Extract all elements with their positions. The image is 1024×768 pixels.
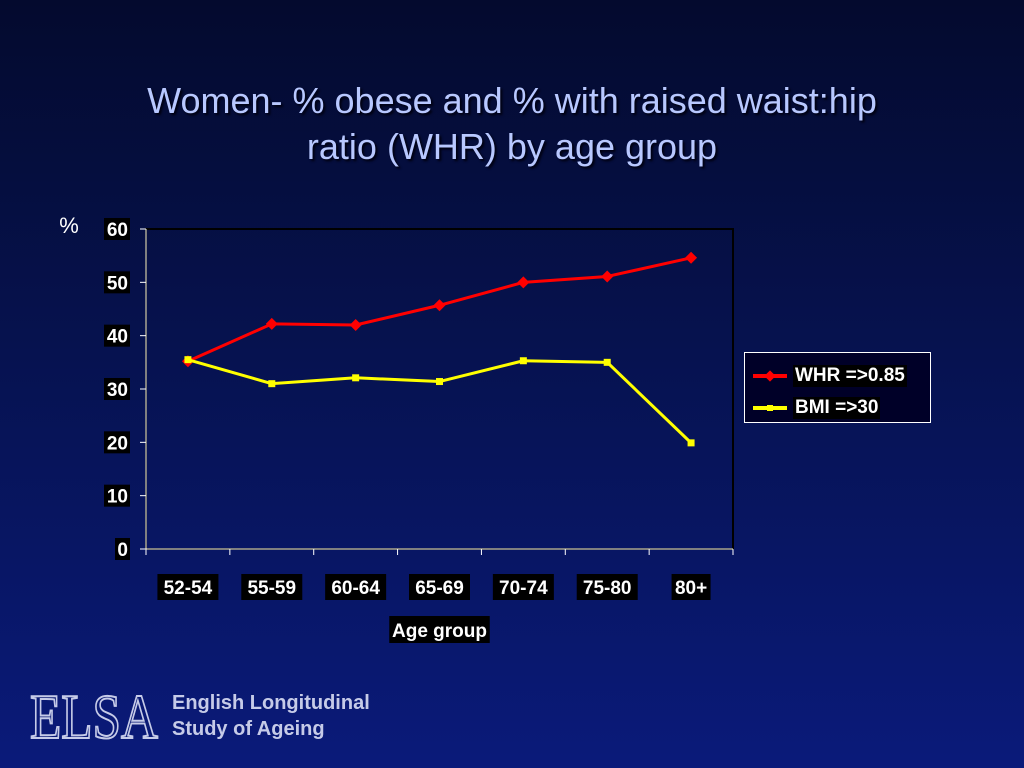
- slide-title-line-1: Women- % obese and % with raised waist:h…: [147, 80, 877, 121]
- legend-label-whr: WHR =>0.85: [793, 365, 907, 387]
- data-point-series-0: [433, 299, 446, 312]
- chart-legend: WHR =>0.85 BMI =>30: [744, 352, 931, 423]
- y-tick-label: 50: [107, 273, 128, 294]
- data-point-series-1: [352, 374, 360, 382]
- elsa-logo-line-1: English Longitudinal: [172, 692, 370, 714]
- y-tick-label-bg: [104, 271, 130, 294]
- y-tick-label-bg: [104, 218, 130, 240]
- slide-title-line-2: ratio (WHR) by age group: [306, 126, 718, 167]
- elsa-logo-line-2: Study of Ageing: [172, 718, 325, 740]
- x-tick-label: 65-69: [415, 578, 464, 599]
- x-tick-label-bg: [241, 574, 303, 600]
- y-axis-title: %: [59, 213, 79, 238]
- x-tick-label-bg: [325, 574, 387, 600]
- plot-area-frame: [145, 228, 734, 550]
- data-point-series-0: [349, 319, 362, 331]
- y-tick-label: 30: [107, 380, 128, 401]
- y-tick-label: 0: [117, 540, 128, 561]
- data-point-series-1: [603, 358, 611, 366]
- elsa-logo-mark: ELSA: [29, 686, 159, 742]
- x-tick-label-bg: [576, 574, 638, 600]
- square-marker-icon: [767, 405, 773, 411]
- legend-swatch-bmi: [753, 405, 787, 411]
- y-tick-label: 40: [107, 327, 128, 348]
- legend-item-whr: WHR =>0.85: [753, 363, 907, 389]
- y-tick-label-bg: [104, 378, 130, 400]
- data-point-series-0: [601, 270, 614, 283]
- legend-item-bmi: BMI =>30: [753, 395, 881, 421]
- data-point-series-0: [517, 276, 530, 289]
- y-tick-label: 60: [107, 220, 128, 241]
- legend-swatch-whr: [753, 370, 787, 382]
- y-tick-label-bg: [115, 538, 130, 560]
- data-point-series-1: [687, 439, 695, 447]
- elsa-logo: ELSA English Longitudinal Study of Agein…: [28, 686, 408, 746]
- x-tick-label: 60-64: [331, 578, 380, 599]
- y-tick-label-bg: [104, 324, 130, 347]
- y-tick-label-bg: [104, 431, 130, 454]
- y-tick-label-bg: [104, 484, 130, 507]
- data-point-series-0: [685, 251, 698, 264]
- data-point-series-1: [184, 356, 192, 364]
- x-tick-label-bg: [492, 574, 554, 600]
- data-point-series-0: [265, 317, 278, 330]
- x-tick-label: 80+: [675, 578, 707, 599]
- data-point-series-1: [519, 357, 527, 365]
- x-tick-label-bg: [671, 574, 711, 600]
- diamond-marker-icon: [764, 370, 776, 382]
- y-tick-label: 20: [107, 433, 128, 454]
- slide-title: Women- % obese and % with raised waist:h…: [60, 78, 964, 170]
- x-axis-title-bg: [389, 616, 490, 643]
- x-tick-label: 55-59: [247, 578, 296, 599]
- x-tick-label-bg: [157, 574, 219, 600]
- x-tick-label: 75-80: [583, 578, 632, 599]
- x-axis-title: Age group: [392, 621, 487, 642]
- y-tick-label: 10: [107, 487, 128, 508]
- data-point-series-1: [436, 378, 443, 386]
- x-tick-label: 52-54: [164, 578, 213, 599]
- elsa-logo-mark-text: ELSA: [30, 686, 158, 742]
- data-point-series-1: [268, 380, 276, 388]
- x-tick-label: 70-74: [499, 578, 548, 599]
- legend-label-bmi: BMI =>30: [793, 397, 881, 419]
- x-tick-label-bg: [409, 574, 470, 600]
- elsa-logo-text: English Longitudinal Study of Ageing: [172, 690, 370, 742]
- series-line-1: [187, 358, 693, 444]
